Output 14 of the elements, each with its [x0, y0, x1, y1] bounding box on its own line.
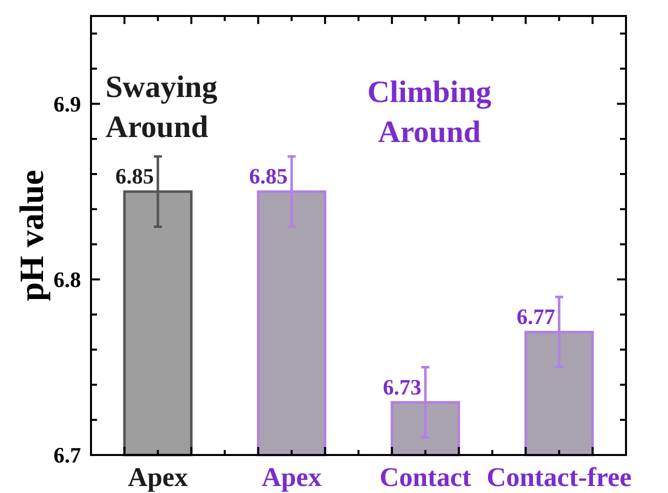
x-tick-label: Contact: [380, 462, 472, 492]
annotation: Climbing Around: [367, 74, 492, 149]
y-axis-title: pH value: [14, 170, 51, 302]
data-label: 6.73: [382, 374, 422, 400]
y-tick-label: 6.7: [54, 442, 81, 468]
x-tick-label: Apex: [128, 462, 188, 492]
data-label: 6.85: [249, 164, 288, 189]
y-tick-label: 6.9: [54, 92, 81, 116]
data-label: 6.85: [115, 164, 154, 189]
x-tick-label: Apex: [262, 462, 322, 492]
x-tick-label: Contact-free: [486, 462, 632, 492]
data-label: 6.77: [516, 304, 556, 330]
annotation: Swaying Around: [105, 69, 218, 144]
y-tick-label: 6.8: [54, 267, 81, 292]
